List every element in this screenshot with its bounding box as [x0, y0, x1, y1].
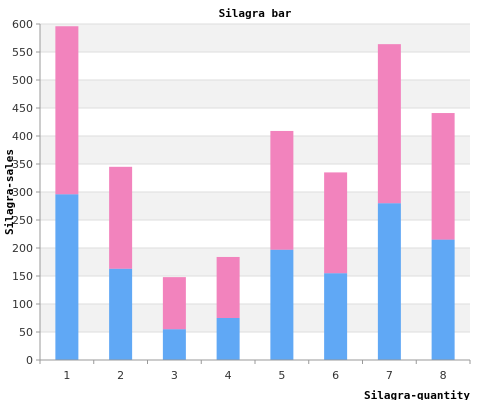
y-tick-labels: 0 50 100 150 200 250 300 350 400 450 500 550 600	[12, 18, 33, 367]
bar-series-1-cat-6	[324, 273, 348, 360]
grid-band	[40, 248, 470, 276]
x-tick-label: 2	[117, 369, 124, 382]
bars	[55, 26, 455, 360]
x-tick-label: 5	[278, 369, 285, 382]
bar-series-2-cat-7	[377, 44, 401, 204]
grid-band	[40, 276, 470, 304]
x-tick-label: 7	[386, 369, 393, 382]
bar-series-2-cat-2	[109, 166, 133, 269]
x-tick-label: 3	[171, 369, 178, 382]
y-tick-label: 400	[12, 130, 33, 143]
bar-series-2-cat-8	[431, 113, 455, 240]
grid-band	[40, 332, 470, 360]
bar-series-2-cat-1	[55, 26, 79, 195]
y-tick-label: 100	[12, 298, 33, 311]
chart-title: Silagra bar	[219, 7, 292, 20]
y-tick-label: 600	[12, 18, 33, 31]
grid-band	[40, 192, 470, 220]
y-axis-title: Silagra-sales	[3, 149, 16, 235]
grid-band	[40, 24, 470, 52]
y-tick-label: 500	[12, 74, 33, 87]
grid-band	[40, 136, 470, 164]
x-tick-label: 8	[440, 369, 447, 382]
grid-band	[40, 164, 470, 192]
bar-series-1-cat-4	[216, 318, 240, 360]
grid-band	[40, 52, 470, 80]
y-tick-label: 350	[12, 158, 33, 171]
bar-series-1-cat-5	[270, 249, 294, 360]
grid-band	[40, 304, 470, 332]
grid-band	[40, 80, 470, 108]
y-tick-label: 450	[12, 102, 33, 115]
x-tick-labels: 1 2 3 4 5 6 7 8	[63, 369, 446, 382]
y-tick-label: 50	[19, 326, 33, 339]
grid-band	[40, 220, 470, 248]
bar-series-1-cat-7	[377, 203, 401, 360]
y-tick-label: 550	[12, 46, 33, 59]
y-tick-label: 0	[26, 354, 33, 367]
x-axis-title: Silagra-quantity	[364, 389, 470, 400]
bar-series-2-cat-4	[216, 256, 240, 318]
bar-series-1-cat-3	[162, 329, 186, 360]
y-tick-label: 250	[12, 214, 33, 227]
y-tick-label: 150	[12, 270, 33, 283]
y-tick-label: 300	[12, 186, 33, 199]
axes	[36, 23, 471, 364]
y-tick-label: 200	[12, 242, 33, 255]
bar-series-1-cat-1	[55, 194, 79, 360]
bar-series-1-cat-8	[431, 239, 455, 360]
x-tick-label: 4	[225, 369, 232, 382]
grid-band	[40, 108, 470, 136]
bar-series-2-cat-6	[324, 172, 348, 274]
x-tick-label: 6	[332, 369, 339, 382]
bar-series-1-cat-2	[109, 268, 133, 360]
bar-series-2-cat-3	[162, 277, 186, 330]
bar-series-2-cat-5	[270, 130, 294, 250]
x-tick-label: 1	[63, 369, 70, 382]
